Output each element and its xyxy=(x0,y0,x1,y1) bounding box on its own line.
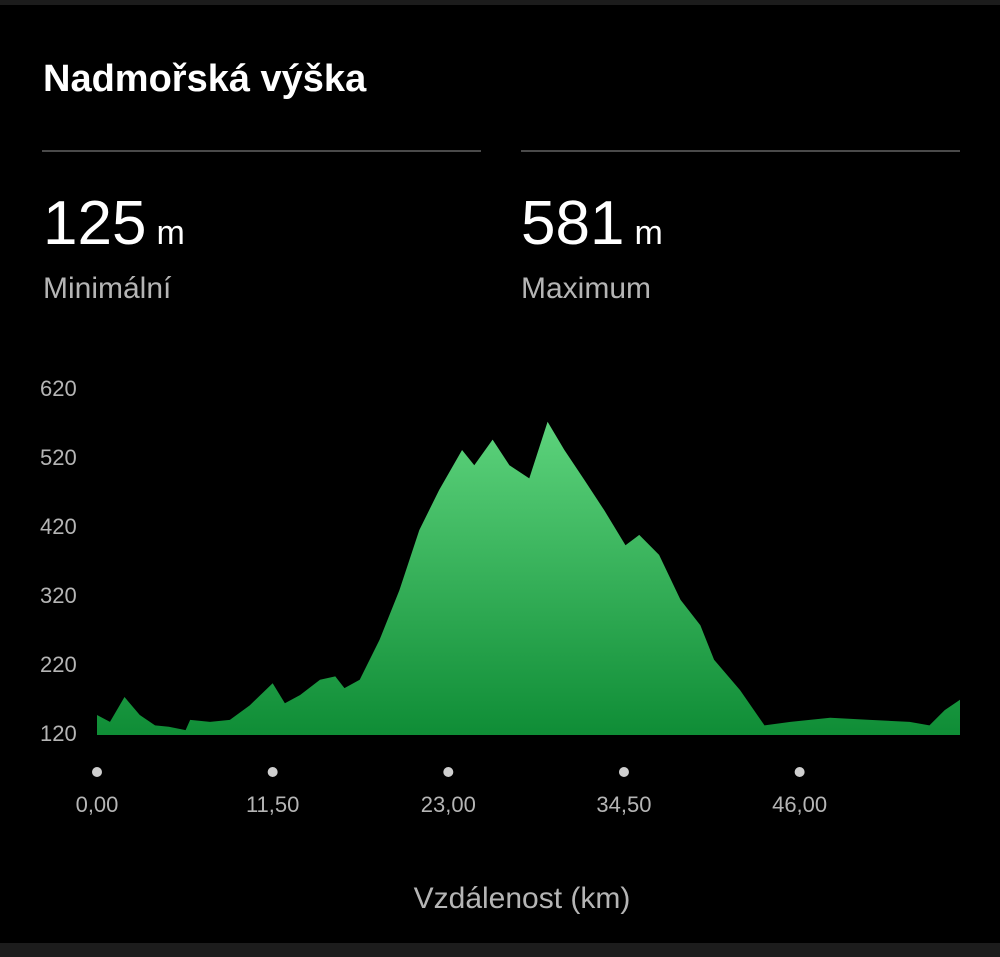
stat-value: 125 m xyxy=(43,188,185,259)
separator xyxy=(521,150,960,152)
x-tick-label: 0,00 xyxy=(76,792,119,817)
y-tick-label: 220 xyxy=(40,652,77,677)
y-tick-label: 620 xyxy=(40,376,77,401)
title: Nadmořská výška xyxy=(43,58,367,100)
stat-unit: m xyxy=(156,214,185,252)
y-tick-label: 420 xyxy=(40,514,77,539)
y-tick-label: 120 xyxy=(40,721,77,746)
x-axis-label: Vzdálenost (km) xyxy=(414,882,631,915)
elevation-area xyxy=(97,421,960,735)
x-tick-label: 46,00 xyxy=(772,792,827,817)
x-tick-label: 34,50 xyxy=(596,792,651,817)
x-tick-dot xyxy=(92,767,102,777)
x-tick-dot xyxy=(618,767,629,777)
top-bar xyxy=(0,0,1000,5)
stat-value: 581 m xyxy=(521,188,663,259)
y-tick-label: 520 xyxy=(40,445,77,470)
x-tick-dot xyxy=(443,767,454,777)
bottom-bar xyxy=(0,943,1000,957)
x-tick-dot xyxy=(794,767,805,777)
x-tick-label: 23,00 xyxy=(421,792,476,817)
stat-label: Minimální xyxy=(43,272,172,305)
stat-number: 581 xyxy=(521,189,625,258)
x-tick-label: 11,50 xyxy=(246,792,299,817)
x-tick-dot xyxy=(267,767,278,777)
stat-unit: m xyxy=(634,214,663,252)
y-tick-label: 320 xyxy=(40,583,77,608)
separator xyxy=(42,150,481,152)
stat-number: 125 xyxy=(43,189,147,258)
stat-label: Maximum xyxy=(521,272,652,305)
